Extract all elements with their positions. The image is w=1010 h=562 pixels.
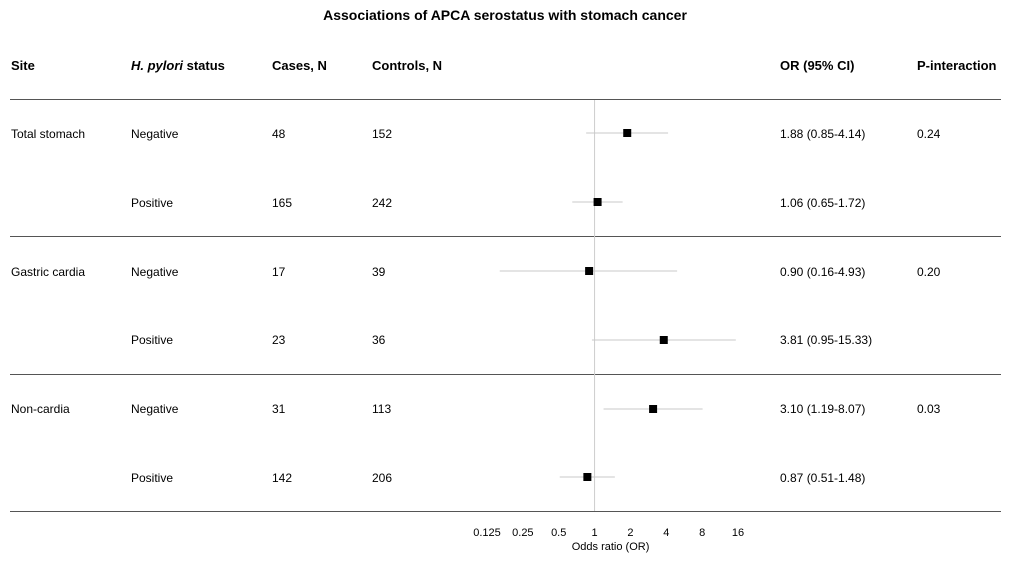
- header-site: Site: [11, 58, 35, 73]
- row-or-ci: 0.87 (0.51-1.48): [780, 471, 866, 485]
- or-marker: [593, 198, 602, 206]
- x-tick-label: 16: [732, 527, 744, 539]
- row-hp-status: Positive: [131, 196, 174, 210]
- row-or-ci: 0.90 (0.16-4.93): [780, 265, 866, 279]
- header-hpylori-rest: status: [183, 58, 225, 73]
- x-tick-label: 0.25: [512, 527, 533, 539]
- row-hp-status: Positive: [131, 471, 174, 485]
- x-tick-label: 0.125: [473, 527, 501, 539]
- row-hp-status: Positive: [131, 333, 174, 347]
- header-or-ci: OR (95% CI): [780, 58, 855, 73]
- row-cases: 31: [272, 402, 286, 416]
- row-p-interaction: 0.24: [917, 127, 941, 141]
- x-tick-label: 2: [627, 527, 633, 539]
- header-hpylori-status: H. pylori status: [131, 58, 225, 73]
- row-site: Non-cardia: [11, 402, 70, 416]
- x-tick-label: 4: [663, 527, 669, 539]
- row-or-ci: 1.88 (0.85-4.14): [780, 127, 866, 141]
- rule-header: [10, 99, 1001, 100]
- x-axis-label: Odds ratio (OR): [572, 541, 650, 553]
- header-controls: Controls, N: [372, 58, 443, 73]
- row-cases: 17: [272, 265, 286, 279]
- rule-group-2: [10, 374, 1001, 375]
- header-cases: Cases, N: [272, 58, 327, 73]
- row-p-interaction: 0.20: [917, 265, 941, 279]
- x-tick-label: 8: [699, 527, 705, 539]
- x-tick-label: 1: [592, 527, 598, 539]
- row-controls: 152: [372, 127, 393, 141]
- row-cases: 165: [272, 196, 293, 210]
- row-cases: 23: [272, 333, 286, 347]
- row-cases: 48: [272, 127, 286, 141]
- row-controls: 113: [372, 402, 392, 416]
- or-marker: [623, 129, 632, 137]
- row-or-ci: 3.10 (1.19-8.07): [780, 402, 866, 416]
- or-marker: [649, 405, 658, 413]
- row-hp-status: Negative: [131, 402, 179, 416]
- row-or-ci: 1.06 (0.65-1.72): [780, 196, 866, 210]
- rule-bottom: [10, 511, 1001, 512]
- or-marker: [585, 267, 594, 275]
- row-site: Gastric cardia: [11, 265, 86, 279]
- row-or-ci: 3.81 (0.95-15.33): [780, 333, 873, 347]
- row-controls: 206: [372, 471, 393, 485]
- rule-group-1: [10, 236, 1001, 237]
- or-marker: [659, 336, 668, 344]
- x-tick-label: 0.5: [551, 527, 566, 539]
- row-cases: 142: [272, 471, 293, 485]
- row-hp-status: Negative: [131, 127, 179, 141]
- header-hpylori-italic: H. pylori: [131, 58, 184, 73]
- row-p-interaction: 0.03: [917, 402, 941, 416]
- row-controls: 39: [372, 265, 386, 279]
- row-controls: 36: [372, 333, 386, 347]
- row-hp-status: Negative: [131, 265, 179, 279]
- or-marker: [583, 473, 592, 481]
- header-p-interaction: P-interaction: [917, 58, 997, 73]
- row-site: Total stomach: [11, 127, 86, 141]
- row-controls: 242: [372, 196, 393, 210]
- chart-title: Associations of APCA serostatus with sto…: [323, 7, 687, 23]
